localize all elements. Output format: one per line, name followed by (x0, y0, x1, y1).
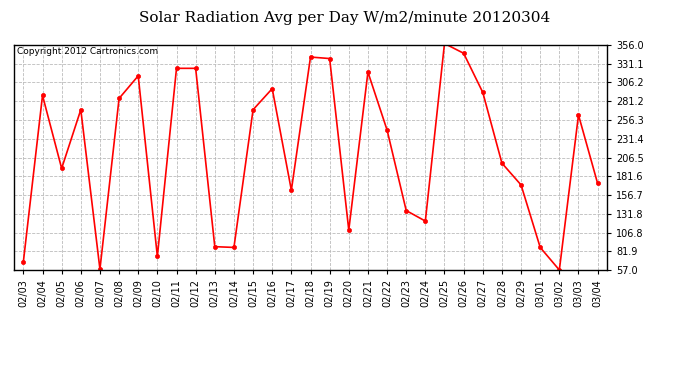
Text: Solar Radiation Avg per Day W/m2/minute 20120304: Solar Radiation Avg per Day W/m2/minute … (139, 11, 551, 25)
Text: Copyright 2012 Cartronics.com: Copyright 2012 Cartronics.com (17, 47, 158, 56)
